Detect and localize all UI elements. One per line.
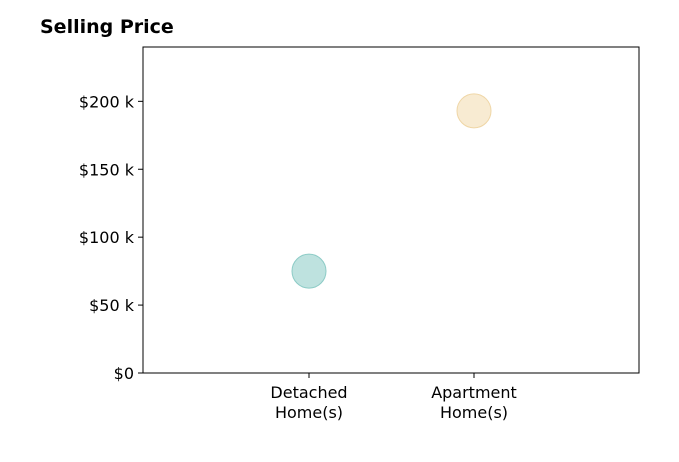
y-tick-label: $200 k bbox=[79, 92, 135, 111]
data-point bbox=[456, 93, 492, 129]
y-tick-label: $50 k bbox=[89, 296, 135, 315]
x-axis: Detached Home(s) Apartment Home(s) bbox=[270, 373, 517, 422]
data-points bbox=[291, 93, 492, 289]
data-point bbox=[291, 253, 327, 289]
x-tick-label: Apartment Home(s) bbox=[431, 383, 517, 422]
x-tick-label: Detached Home(s) bbox=[270, 383, 347, 422]
y-tick-label: $0 bbox=[114, 364, 134, 383]
chart-title: Selling Price bbox=[40, 16, 174, 38]
y-tick-label: $150 k bbox=[79, 160, 135, 179]
y-tick-label: $100 k bbox=[79, 228, 135, 247]
y-axis: $0 $50 k $100 k $150 k $200 k bbox=[79, 92, 143, 383]
plot-frame bbox=[142, 46, 640, 374]
